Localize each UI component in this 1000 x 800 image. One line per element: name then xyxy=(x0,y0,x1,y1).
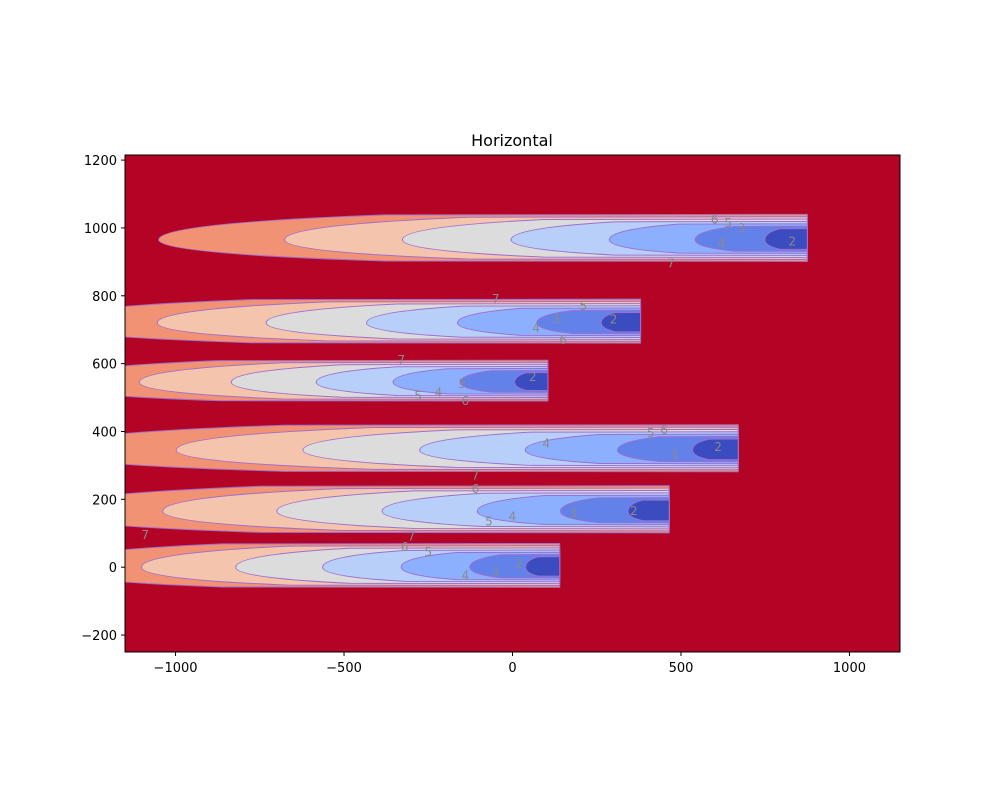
x-tick-label: 0 xyxy=(508,661,516,676)
contour-band-level-1 xyxy=(764,228,808,250)
contour-label: 5 xyxy=(647,426,655,440)
y-tick-label: 1200 xyxy=(84,154,117,169)
contour-label: 5 xyxy=(724,216,732,230)
plot-frame xyxy=(124,154,901,653)
contour-label: 4 xyxy=(435,385,443,399)
contour-band-level-1 xyxy=(600,311,642,333)
x-tick-label: 500 xyxy=(669,661,694,676)
contour-label: 6 xyxy=(401,540,409,554)
plume-6: 76 54 32 xyxy=(125,530,561,588)
x-axis: −1000 −500 0 500 1000 xyxy=(154,652,866,676)
contour-label: 2 xyxy=(529,370,537,384)
plume-4: 65 4 2 3 7 xyxy=(125,423,739,483)
contour-label: 6 xyxy=(559,333,567,347)
contour-label: 6 xyxy=(660,423,668,437)
chart-title: Horizontal xyxy=(471,131,553,150)
contour-label: 3 xyxy=(738,221,746,235)
y-tick-label: 400 xyxy=(92,425,117,440)
contour-label: 4 xyxy=(542,436,550,450)
y-tick-label: 800 xyxy=(92,290,117,305)
y-axis: −200 0 200 400 600 800 1000 1200 xyxy=(81,154,125,644)
contour-label: 7 xyxy=(141,528,149,542)
contour-label: 5 xyxy=(485,514,493,528)
y-tick-label: 0 xyxy=(109,561,117,576)
contour-label: 6 xyxy=(462,394,470,408)
plume-5: 6 5 4 3 2 xyxy=(125,482,670,534)
contour-label: 3 xyxy=(670,448,678,462)
contour-label: 2 xyxy=(610,313,618,327)
contour-label: 4 xyxy=(509,509,517,523)
contour-label: 7 xyxy=(667,257,675,271)
x-tick-label: 1000 xyxy=(833,661,866,676)
y-tick-label: 200 xyxy=(92,493,117,508)
contour-band-level-1 xyxy=(525,556,561,577)
contour-label: 7 xyxy=(408,530,416,544)
x-tick-label: −500 xyxy=(326,661,362,676)
contour-band-level-1 xyxy=(514,372,549,392)
contour-label: 4 xyxy=(462,569,470,583)
plume-3: 7 3 45 6 2 xyxy=(125,353,549,408)
y-tick-label: 1000 xyxy=(84,222,117,237)
contour-label: 6 xyxy=(472,482,480,496)
contour-label: 3 xyxy=(569,506,577,520)
contour-band-level-1 xyxy=(692,438,739,461)
contour-label: 7 xyxy=(492,292,500,306)
contour-label: 3 xyxy=(492,565,500,579)
contour-label: 3 xyxy=(458,377,466,391)
contour-label: 7 xyxy=(472,469,480,483)
contour-label: 7 xyxy=(397,353,405,367)
plume-2: 7 5 34 2 6 xyxy=(125,292,642,347)
contour-band-level-1 xyxy=(627,499,670,522)
contour-label: 3 xyxy=(552,313,560,327)
contour-label: 5 xyxy=(414,389,422,403)
contour-label: 2 xyxy=(714,440,722,454)
contour-label: 4 xyxy=(718,236,726,250)
contour-label: 2 xyxy=(630,504,638,518)
plume-1: 6 5 34 2 7 xyxy=(158,212,808,271)
x-tick-label: −1000 xyxy=(154,661,198,676)
contour-label: 5 xyxy=(424,545,432,559)
contour-label: 4 xyxy=(532,321,540,335)
contour-label: 2 xyxy=(515,557,523,571)
y-tick-label: 600 xyxy=(92,358,117,373)
contour-label: 5 xyxy=(579,299,587,313)
contour-label: 6 xyxy=(711,212,719,226)
y-tick-label: −200 xyxy=(81,629,117,644)
contour-label: 2 xyxy=(788,235,796,249)
